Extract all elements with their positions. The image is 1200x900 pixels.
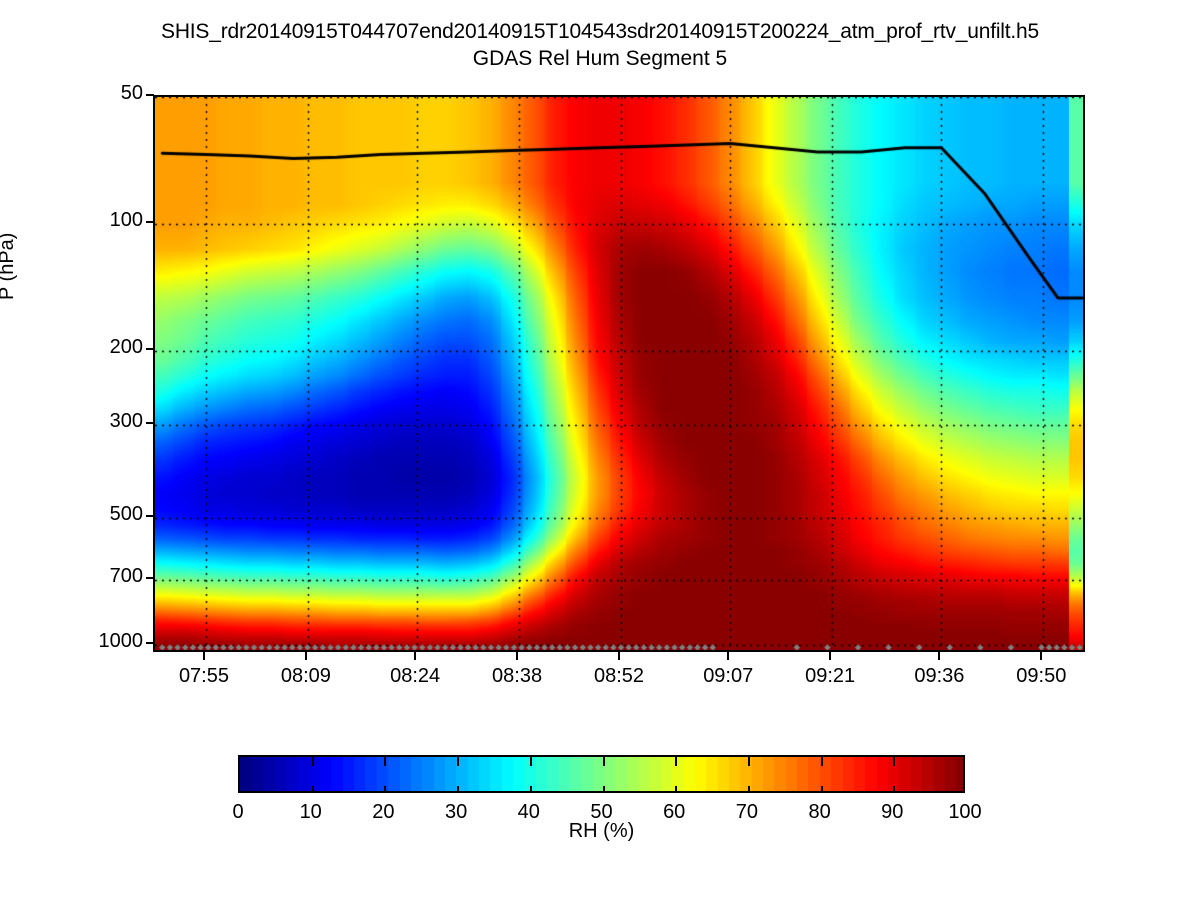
x-axis-tickmark (202, 652, 205, 660)
colorbar-tick-label: 100 (948, 801, 982, 823)
colorbar-tick-label: 20 (372, 801, 395, 823)
colorbar-tick-label: 0 (232, 801, 244, 823)
y-axis-tickmark (146, 421, 154, 424)
colorbar-tickmark (675, 757, 678, 766)
colorbar-tickmarks (240, 757, 963, 791)
x-axis-tick-label: 08:52 (593, 665, 645, 687)
colorbar-tick-label: 70 (735, 801, 759, 823)
x-axis-tick-label: 08:38 (492, 665, 543, 687)
y-axis-tick-label: 300 (109, 409, 143, 432)
colorbar-tickmark (893, 757, 896, 766)
figure-title-line-2: GDAS Rel Hum Segment 5 (472, 47, 728, 70)
colorbar-tickmark (384, 757, 387, 766)
colorbar-tick-label: 30 (444, 801, 468, 823)
y-axis-tickmark (146, 220, 154, 223)
x-axis-tickmark (304, 652, 307, 660)
colorbar-tickmark (602, 786, 605, 791)
y-axis-tick-label: 50 (120, 82, 143, 104)
colorbar-gradient (240, 757, 963, 791)
y-axis-tick-label: 1000 (98, 630, 144, 653)
y-axis-tickmark (146, 576, 154, 579)
colorbar-tickmark (602, 757, 605, 766)
x-axis-tickmark (1040, 652, 1043, 660)
colorbar-tickmark (893, 786, 896, 791)
colorbar-axis-title: RH (%) (568, 820, 635, 842)
y-axis-tick-label: 700 (109, 564, 143, 587)
colorbar-tickmark (675, 786, 678, 791)
y-axis-tick-label: 500 (109, 503, 143, 526)
y-axis-tickmark (146, 94, 154, 96)
colorbar-tickmark (820, 786, 823, 791)
colorbar-tickmark (747, 786, 750, 791)
x-axis-tickmark (727, 652, 730, 660)
colorbar-tickmark (311, 786, 314, 791)
colorbar-tickmark (820, 757, 823, 766)
y-axis-tickmark (146, 515, 154, 518)
x-axis-tickmark (829, 652, 832, 660)
heatmap-plot-area (153, 95, 1085, 652)
colorbar-tick-label: 40 (517, 801, 540, 823)
colorbar-tick-label: 50 (590, 801, 613, 823)
figure-title-line-1: SHIS_rdr20140915T044707end20140915T10454… (161, 20, 1039, 43)
x-axis-tickmark (414, 652, 417, 660)
y-axis-tick-label: 200 (109, 335, 143, 358)
colorbar-tickmark (747, 757, 750, 766)
x-axis-tick-label: 08:09 (280, 665, 331, 687)
colorbar-tickmark (529, 757, 532, 766)
colorbar-tickmark (529, 786, 532, 791)
x-axis-tick-label: 09:36 (914, 665, 965, 687)
x-axis-tickmark (618, 652, 620, 660)
colorbar-tick-label: 10 (299, 801, 322, 823)
x-axis-tick-label: 09:21 (805, 665, 856, 687)
x-axis-tick-label: 08:24 (390, 665, 441, 687)
colorbar-tickmark (457, 757, 460, 766)
colorbar-tick-label: 60 (663, 801, 686, 823)
x-axis-tickmark (938, 652, 941, 660)
colorbar-tick-label: 90 (881, 801, 904, 823)
y-axis-tick-label: 100 (109, 208, 143, 231)
x-axis-tick-label: 07:55 (178, 665, 229, 687)
figure-title: SHIS_rdr20140915T044707end20140915T10454… (0, 18, 1200, 72)
colorbar-tickmark (457, 786, 460, 791)
x-axis-tick-label: 09:07 (703, 665, 754, 687)
y-axis-tickmark (146, 642, 154, 645)
y-axis-tickmark (146, 347, 154, 350)
colorbar (238, 755, 965, 793)
colorbar-tickmark (384, 786, 387, 791)
y-axis-label: P (hPa) (0, 232, 18, 300)
x-axis-tickmark (516, 652, 519, 660)
x-axis-tick-label: 09:50 (1016, 665, 1067, 687)
colorbar-tick-label: 80 (808, 801, 831, 823)
plot-overlay-gridlines-and-lines (155, 97, 1083, 650)
colorbar-tickmark (311, 757, 314, 766)
